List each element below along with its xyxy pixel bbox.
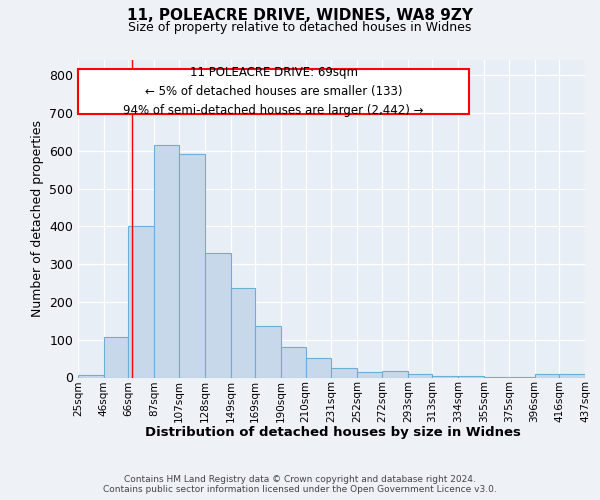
FancyBboxPatch shape (78, 70, 469, 114)
Text: Contains HM Land Registry data © Crown copyright and database right 2024.: Contains HM Land Registry data © Crown c… (124, 474, 476, 484)
Bar (179, 154, 205, 378)
Bar (154, 145, 179, 378)
Bar (559, 374, 585, 378)
Bar (433, 376, 458, 378)
Bar (255, 326, 281, 378)
Y-axis label: Number of detached properties: Number of detached properties (31, 120, 44, 318)
Bar (305, 358, 331, 378)
Bar (535, 374, 559, 378)
Bar (128, 226, 154, 378)
Bar (205, 253, 230, 378)
Text: Contains public sector information licensed under the Open Government Licence v3: Contains public sector information licen… (103, 484, 497, 494)
Text: Size of property relative to detached houses in Widnes: Size of property relative to detached ho… (128, 21, 472, 34)
Bar (458, 376, 484, 378)
Bar (230, 288, 255, 378)
Bar (408, 374, 433, 378)
Bar (281, 348, 305, 378)
Bar (104, 337, 128, 378)
Text: 11, POLEACRE DRIVE, WIDNES, WA8 9ZY: 11, POLEACRE DRIVE, WIDNES, WA8 9ZY (127, 8, 473, 22)
Bar (331, 368, 358, 378)
Bar (78, 375, 104, 378)
Bar (382, 370, 408, 378)
Text: 11 POLEACRE DRIVE: 69sqm
← 5% of detached houses are smaller (133)
94% of semi-d: 11 POLEACRE DRIVE: 69sqm ← 5% of detache… (124, 66, 424, 117)
Text: Distribution of detached houses by size in Widnes: Distribution of detached houses by size … (145, 426, 521, 439)
Bar (358, 372, 382, 378)
